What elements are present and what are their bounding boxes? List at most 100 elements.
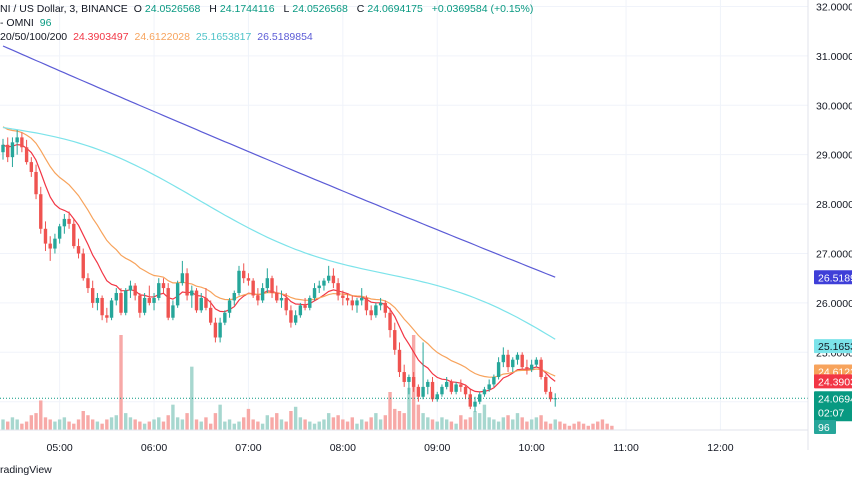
ohlc-close: C 24.0694175: [356, 3, 423, 15]
candle-body: [374, 305, 378, 316]
volume-bar: [454, 423, 458, 430]
volume-bar: [76, 419, 81, 430]
candle-body: [454, 384, 458, 392]
candle-body: [133, 285, 137, 296]
candle-body: [369, 310, 373, 316]
volume-bar: [544, 421, 548, 430]
candle-body: [128, 285, 133, 291]
volume-legend-value: 96: [39, 17, 52, 29]
candle-body: [279, 297, 284, 301]
volume-bar: [95, 421, 100, 430]
volume-bar: [227, 419, 232, 430]
candle-body: [72, 223, 76, 247]
volume-bar: [114, 415, 118, 430]
volume-bar: [157, 417, 161, 430]
volume-legend[interactable]: - OMNI 96: [0, 16, 54, 30]
candle-body: [15, 137, 19, 143]
volume-bar: [10, 417, 15, 430]
ma-legend[interactable]: 20/50/100/200 24.3903497 24.6122028 25.1…: [0, 30, 316, 44]
volume-bar: [246, 408, 251, 430]
candle-body: [388, 312, 392, 331]
volume-bar: [459, 415, 463, 430]
candle-body: [393, 330, 397, 350]
candle-body: [157, 283, 161, 298]
volume-bar: [345, 421, 350, 430]
price-label-ma200: 26.5189: [818, 272, 852, 284]
candle-body: [57, 226, 62, 239]
candle-body: [53, 238, 57, 249]
candle-body: [308, 297, 312, 308]
candle-body: [185, 273, 189, 296]
time-tick-label: 11:00: [613, 442, 639, 454]
candle-body: [171, 305, 175, 318]
volume-bar: [529, 419, 534, 430]
time-tick-label: 10:00: [518, 442, 544, 454]
volume-bar: [397, 411, 402, 430]
volume-bar: [487, 417, 491, 430]
time-tick-label: 05:00: [46, 442, 72, 454]
volume-bar: [185, 413, 189, 430]
candle-body: [39, 194, 43, 229]
volume-bar: [284, 421, 288, 430]
candle-body: [242, 270, 246, 279]
volume-bar: [421, 413, 425, 430]
candle-body: [227, 300, 232, 313]
volume-bar: [407, 387, 411, 430]
volume-bar: [270, 417, 274, 430]
volume-bar: [336, 415, 340, 430]
volume-bar: [326, 413, 331, 430]
volume-bar: [605, 423, 609, 430]
volume-bar: [29, 415, 34, 430]
volume-bar: [213, 413, 218, 430]
candle-body: [492, 377, 496, 385]
price-tick-label: 28.0000: [816, 199, 852, 211]
candle-body: [62, 218, 67, 227]
volume-bar: [322, 419, 326, 430]
volume-bar: [430, 419, 435, 430]
volume-bar: [369, 417, 373, 430]
volume-bar: [251, 419, 255, 430]
candle-body: [468, 394, 472, 407]
volume-bar: [39, 400, 43, 430]
volume-value-label: 96: [818, 422, 830, 434]
volume-bar: [15, 419, 19, 430]
candle-body: [270, 278, 274, 294]
volume-bar: [374, 413, 378, 430]
volume-bar: [128, 417, 133, 430]
candle-body: [303, 305, 307, 308]
volume-bar: [482, 404, 487, 430]
volume-bar: [256, 421, 260, 430]
candle-body: [105, 315, 109, 318]
volume-bar: [105, 419, 109, 430]
volume-bar: [393, 408, 397, 430]
candle-body: [213, 322, 218, 338]
ohlc-open: O 24.0526568: [133, 3, 201, 15]
candle-body: [260, 288, 265, 301]
volume-bar: [223, 421, 227, 430]
candle-body: [515, 354, 520, 360]
candle-body: [161, 283, 166, 289]
candle-body: [426, 381, 430, 387]
volume-bar: [90, 419, 95, 430]
candle-body: [48, 243, 52, 249]
tradingview-watermark[interactable]: radingView: [0, 464, 52, 476]
candle-body: [284, 297, 288, 311]
candle-body: [6, 144, 10, 158]
volume-bar: [539, 415, 543, 430]
volume-bar: [596, 421, 600, 430]
candle-body: [81, 253, 85, 279]
candle-body: [402, 372, 406, 382]
candle-body: [378, 302, 383, 306]
volume-bar: [218, 404, 222, 430]
candle-body: [525, 367, 529, 370]
candle-body: [218, 322, 222, 338]
volume-bar: [416, 404, 421, 430]
candle-body: [360, 297, 364, 301]
symbol-title[interactable]: NI / US Dollar, 3, BINANCE: [0, 3, 128, 15]
volume-bar: [166, 415, 170, 430]
candle-body: [482, 389, 487, 395]
volume-bar: [317, 421, 321, 430]
candle-body: [326, 275, 331, 281]
